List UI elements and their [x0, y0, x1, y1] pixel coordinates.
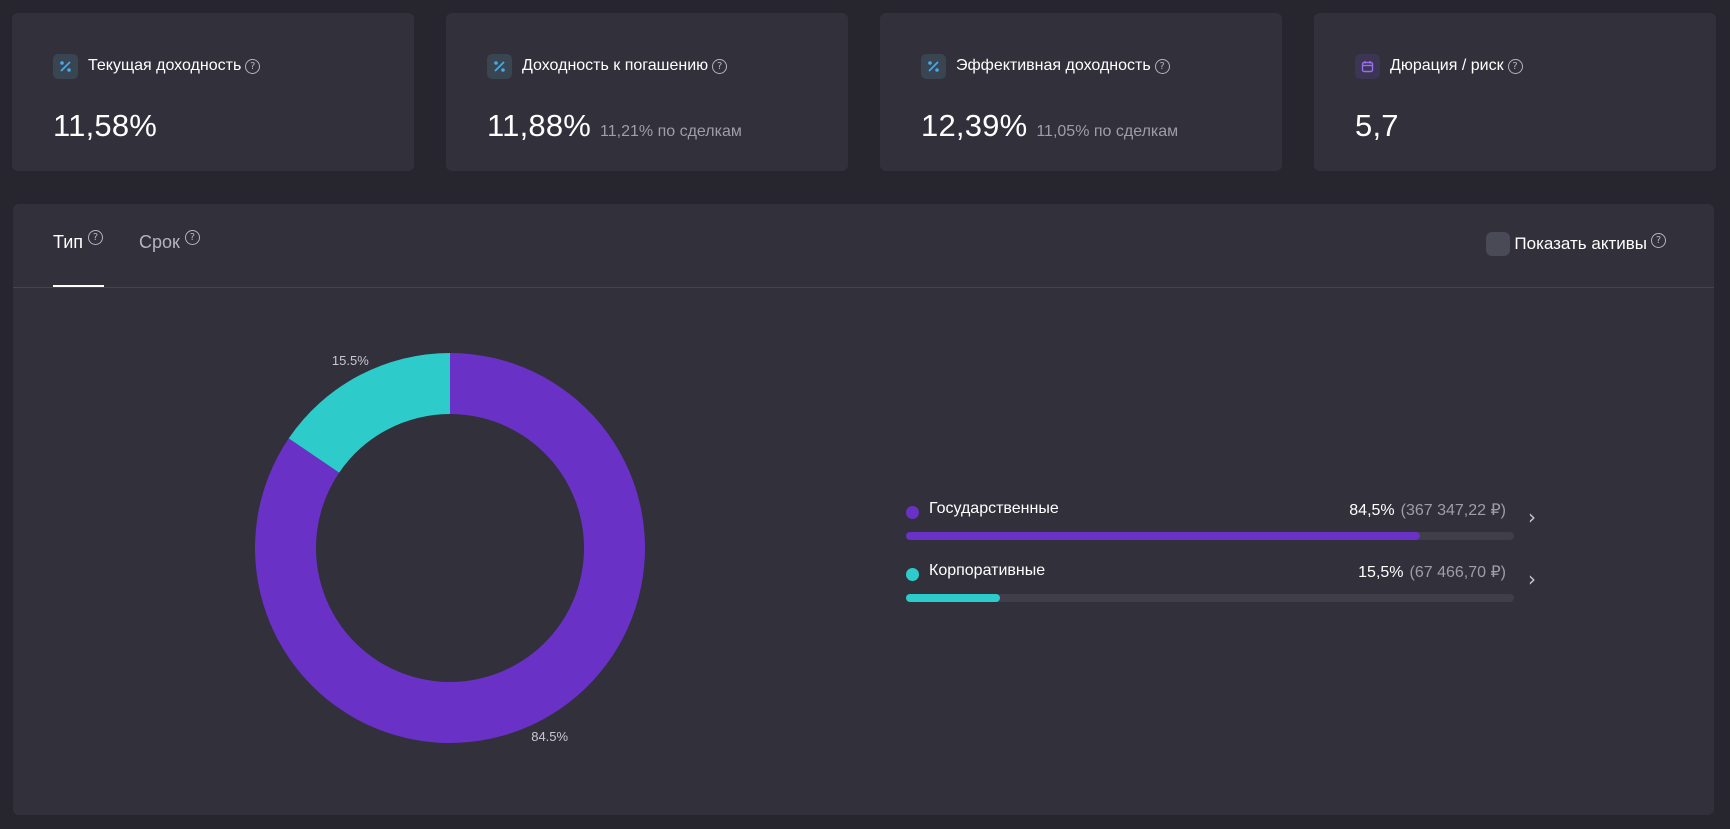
help-icon[interactable]: ? — [88, 230, 104, 245]
active-tab-indicator — [53, 285, 104, 287]
donut-slice-government[interactable] — [255, 353, 646, 743]
card-title: Эффективная доходность — [956, 57, 1151, 74]
tab-type[interactable]: Тип ? — [53, 230, 104, 253]
card-value: 11,58% — [53, 108, 158, 143]
slice-label: 15.5% — [332, 353, 369, 368]
card-yield-to-maturity: Доходность к погашению ? 11,88% 11,21% п… — [446, 13, 848, 171]
legend-dot — [906, 568, 919, 581]
card-value: 11,88% — [487, 108, 592, 143]
percent-icon — [53, 53, 78, 79]
legend-percent: 84,5% — [1349, 502, 1395, 519]
card-value: 5,7 — [1355, 108, 1399, 143]
progress-fill — [906, 594, 1001, 602]
slice-label: 84.5% — [531, 729, 568, 744]
percent-icon — [921, 53, 946, 79]
card-title: Текущая доходность — [88, 57, 242, 74]
tab-term[interactable]: Срок ? — [139, 230, 200, 253]
donut-slice-corporate[interactable] — [288, 353, 450, 473]
help-icon[interactable]: ? — [1651, 232, 1666, 248]
tab-bar: Тип ? Срок ? — [53, 230, 236, 253]
progress-track — [906, 532, 1514, 540]
calendar-icon — [1355, 53, 1380, 79]
help-icon[interactable]: ? — [712, 58, 728, 74]
card-subvalue: 11,05% по сделкам — [1036, 123, 1179, 140]
show-assets-toggle[interactable]: Показать активы ? — [1486, 232, 1666, 256]
card-value: 12,39% — [921, 108, 1028, 143]
legend-name: Корпоративные — [929, 562, 1046, 579]
legend-values: 15,5% (67 466,70 ₽) — [1358, 562, 1506, 582]
allocation-panel: Тип ? Срок ? Показать активы ? 84.5% 15.5… — [13, 204, 1714, 815]
progress-fill — [906, 532, 1420, 540]
legend-percent: 15,5% — [1358, 564, 1404, 581]
card-title: Доходность к погашению — [522, 57, 709, 74]
tab-label: Тип — [53, 232, 84, 252]
help-icon[interactable]: ? — [1154, 58, 1170, 74]
chevron-right-icon[interactable]: › — [1528, 505, 1536, 529]
legend-dot — [906, 506, 919, 519]
tab-label: Срок — [139, 232, 180, 252]
card-effective-yield: Эффективная доходность ? 12,39% 11,05% п… — [880, 13, 1282, 171]
card-title: Дюрация / риск — [1390, 57, 1504, 74]
help-icon[interactable]: ? — [184, 230, 200, 245]
progress-track — [906, 594, 1514, 602]
chevron-right-icon[interactable]: › — [1528, 567, 1536, 591]
show-assets-label: Показать активы — [1514, 234, 1647, 253]
legend-amount: (67 466,70 ₽) — [1409, 564, 1506, 581]
help-icon[interactable]: ? — [1507, 58, 1523, 74]
legend-values: 84,5% (367 347,22 ₽) — [1349, 500, 1506, 520]
help-icon[interactable]: ? — [245, 58, 261, 74]
legend-row-corporate[interactable]: Корпоративные 15,5% (67 466,70 ₽) › — [906, 557, 1536, 607]
card-subvalue: 11,21% по сделкам — [600, 123, 742, 140]
divider — [13, 287, 1714, 288]
card-duration-risk: Дюрация / риск ? 5,7 — [1314, 13, 1716, 171]
legend-row-government[interactable]: Государственные 84,5% (367 347,22 ₽) › — [906, 495, 1536, 545]
percent-icon — [487, 53, 512, 79]
card-current-yield: Текущая доходность ? 11,58% — [12, 13, 414, 171]
show-assets-checkbox[interactable] — [1486, 232, 1511, 256]
legend-name: Государственные — [929, 500, 1059, 517]
legend-amount: (367 347,22 ₽) — [1400, 502, 1506, 519]
donut-chart: 84.5% 15.5% — [255, 353, 646, 744]
